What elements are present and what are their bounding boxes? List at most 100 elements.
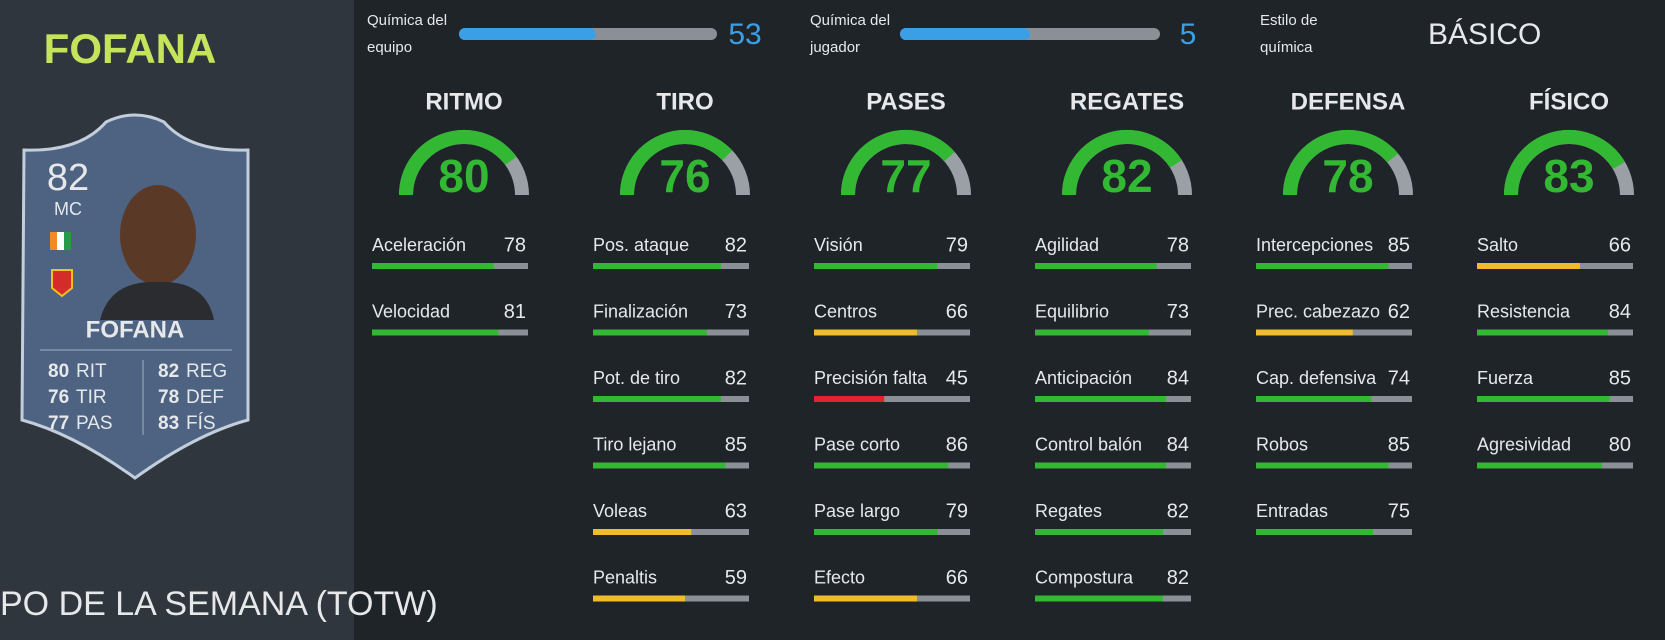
chemistry-label: Química del [810,12,890,29]
attribute-track [814,396,970,402]
attribute-name: Finalización [593,301,688,321]
chemistry-value: 53 [728,18,761,51]
attribute-value: 59 [725,567,747,589]
attribute-value: 75 [1388,500,1410,522]
attribute-bar [1477,329,1609,336]
attribute-name: Prec. cabezazo [1256,301,1380,321]
attribute-value: 79 [946,500,968,522]
attribute-value: 85 [725,434,747,456]
attribute-name: Fuerza [1477,368,1534,388]
attribute-value: 78 [504,234,526,256]
attribute-value: 66 [1609,234,1631,256]
gauge-arc [620,130,733,196]
chemistry-bar [900,28,1030,40]
attribute-name: Compostura [1035,567,1134,587]
attribute-bar [1477,462,1602,469]
gauge-arc [1283,130,1399,196]
attribute-name: Entradas [1256,501,1328,521]
attribute-name: Salto [1477,235,1518,255]
attribute-value: 73 [1167,301,1189,323]
attribute-bar [1256,396,1372,402]
attribute-name: Robos [1256,434,1308,454]
attribute-value: 80 [1609,434,1631,456]
gauge-arc [399,130,517,196]
attribute-value: 82 [725,367,747,389]
card-attribute-label: PAS [76,413,113,434]
group-value: 83 [1543,150,1594,202]
attribute-value: 78 [1167,234,1189,256]
attribute-name: Visión [814,235,863,255]
card-attribute-label: FÍS [186,413,216,434]
attribute-bar [1035,462,1167,469]
card-attribute-value: 77 [48,413,69,434]
group-name: TIRO [656,88,713,115]
attribute-value: 45 [946,367,968,389]
card-attribute-value: 82 [158,361,179,382]
attribute-name: Pase largo [814,501,900,521]
attribute-name: Pot. de tiro [593,368,680,388]
card-attribute-value: 78 [158,387,179,408]
card-position: MC [54,199,82,219]
attribute-value: 62 [1388,301,1410,323]
attribute-bar [1477,263,1580,269]
attribute-bar [814,595,917,602]
player-card [20,113,250,480]
attribute-value: 63 [725,500,747,522]
flag [57,232,64,250]
attribute-value: 81 [504,301,526,323]
attribute-value: 66 [946,567,968,589]
card-attribute-value: 76 [48,387,69,408]
attribute-value: 74 [1388,367,1410,389]
banner: PO DE LA SEMANA (TOTW) [0,585,438,623]
attribute-bar [814,529,938,535]
attribute-value: 73 [725,301,747,323]
attribute-name: Control balón [1035,434,1142,454]
attribute-value: 82 [725,234,747,256]
card-attribute-label: REG [186,361,227,382]
club-badge [51,269,73,298]
chemistry-label: química [1260,39,1313,56]
attribute-value: 66 [946,301,968,323]
gauge-arc [1504,130,1625,196]
group-name: DEFENSA [1291,88,1406,115]
chemistry-label: jugador [809,39,860,56]
attribute-name: Velocidad [372,301,450,321]
attribute-name: Cap. defensiva [1256,368,1377,388]
attribute-bar [372,329,499,336]
card-name: FOFANA [86,316,185,343]
chemistry-bar [459,28,596,40]
attribute-name: Regates [1035,501,1102,521]
attribute-bar [1035,529,1163,535]
attribute-bar [814,329,917,336]
group-value: 76 [659,150,710,202]
attribute-bar [1256,529,1373,535]
gauge-arc [841,130,955,196]
chemistry-label: Estilo de [1260,12,1318,29]
card-attribute-label: DEF [186,387,224,408]
card-rating: 82 [47,157,89,199]
attribute-name: Efecto [814,567,865,587]
chemistry-style: BÁSICO [1428,18,1541,51]
attribute-name: Intercepciones [1256,235,1373,255]
flag [64,232,71,250]
attribute-bar [1035,396,1167,402]
attribute-value: 85 [1388,434,1410,456]
attribute-value: 82 [1167,567,1189,589]
group-value: 82 [1101,150,1152,202]
attribute-name: Pase corto [814,434,900,454]
attribute-bar [1477,396,1610,402]
attribute-name: Aceleración [372,235,466,255]
attribute-name: Pos. ataque [593,235,689,255]
attribute-bar [814,396,885,402]
attribute-value: 79 [946,234,968,256]
attribute-value: 86 [946,434,968,456]
gauge-arc [1062,130,1182,196]
attribute-bar [1035,595,1163,602]
attribute-bar [814,462,949,469]
attribute-name: Agresividad [1477,434,1571,454]
attribute-name: Penaltis [593,567,657,587]
chemistry-label: equipo [367,39,412,56]
card-attribute-value: 83 [158,413,179,434]
attribute-value: 82 [1167,500,1189,522]
